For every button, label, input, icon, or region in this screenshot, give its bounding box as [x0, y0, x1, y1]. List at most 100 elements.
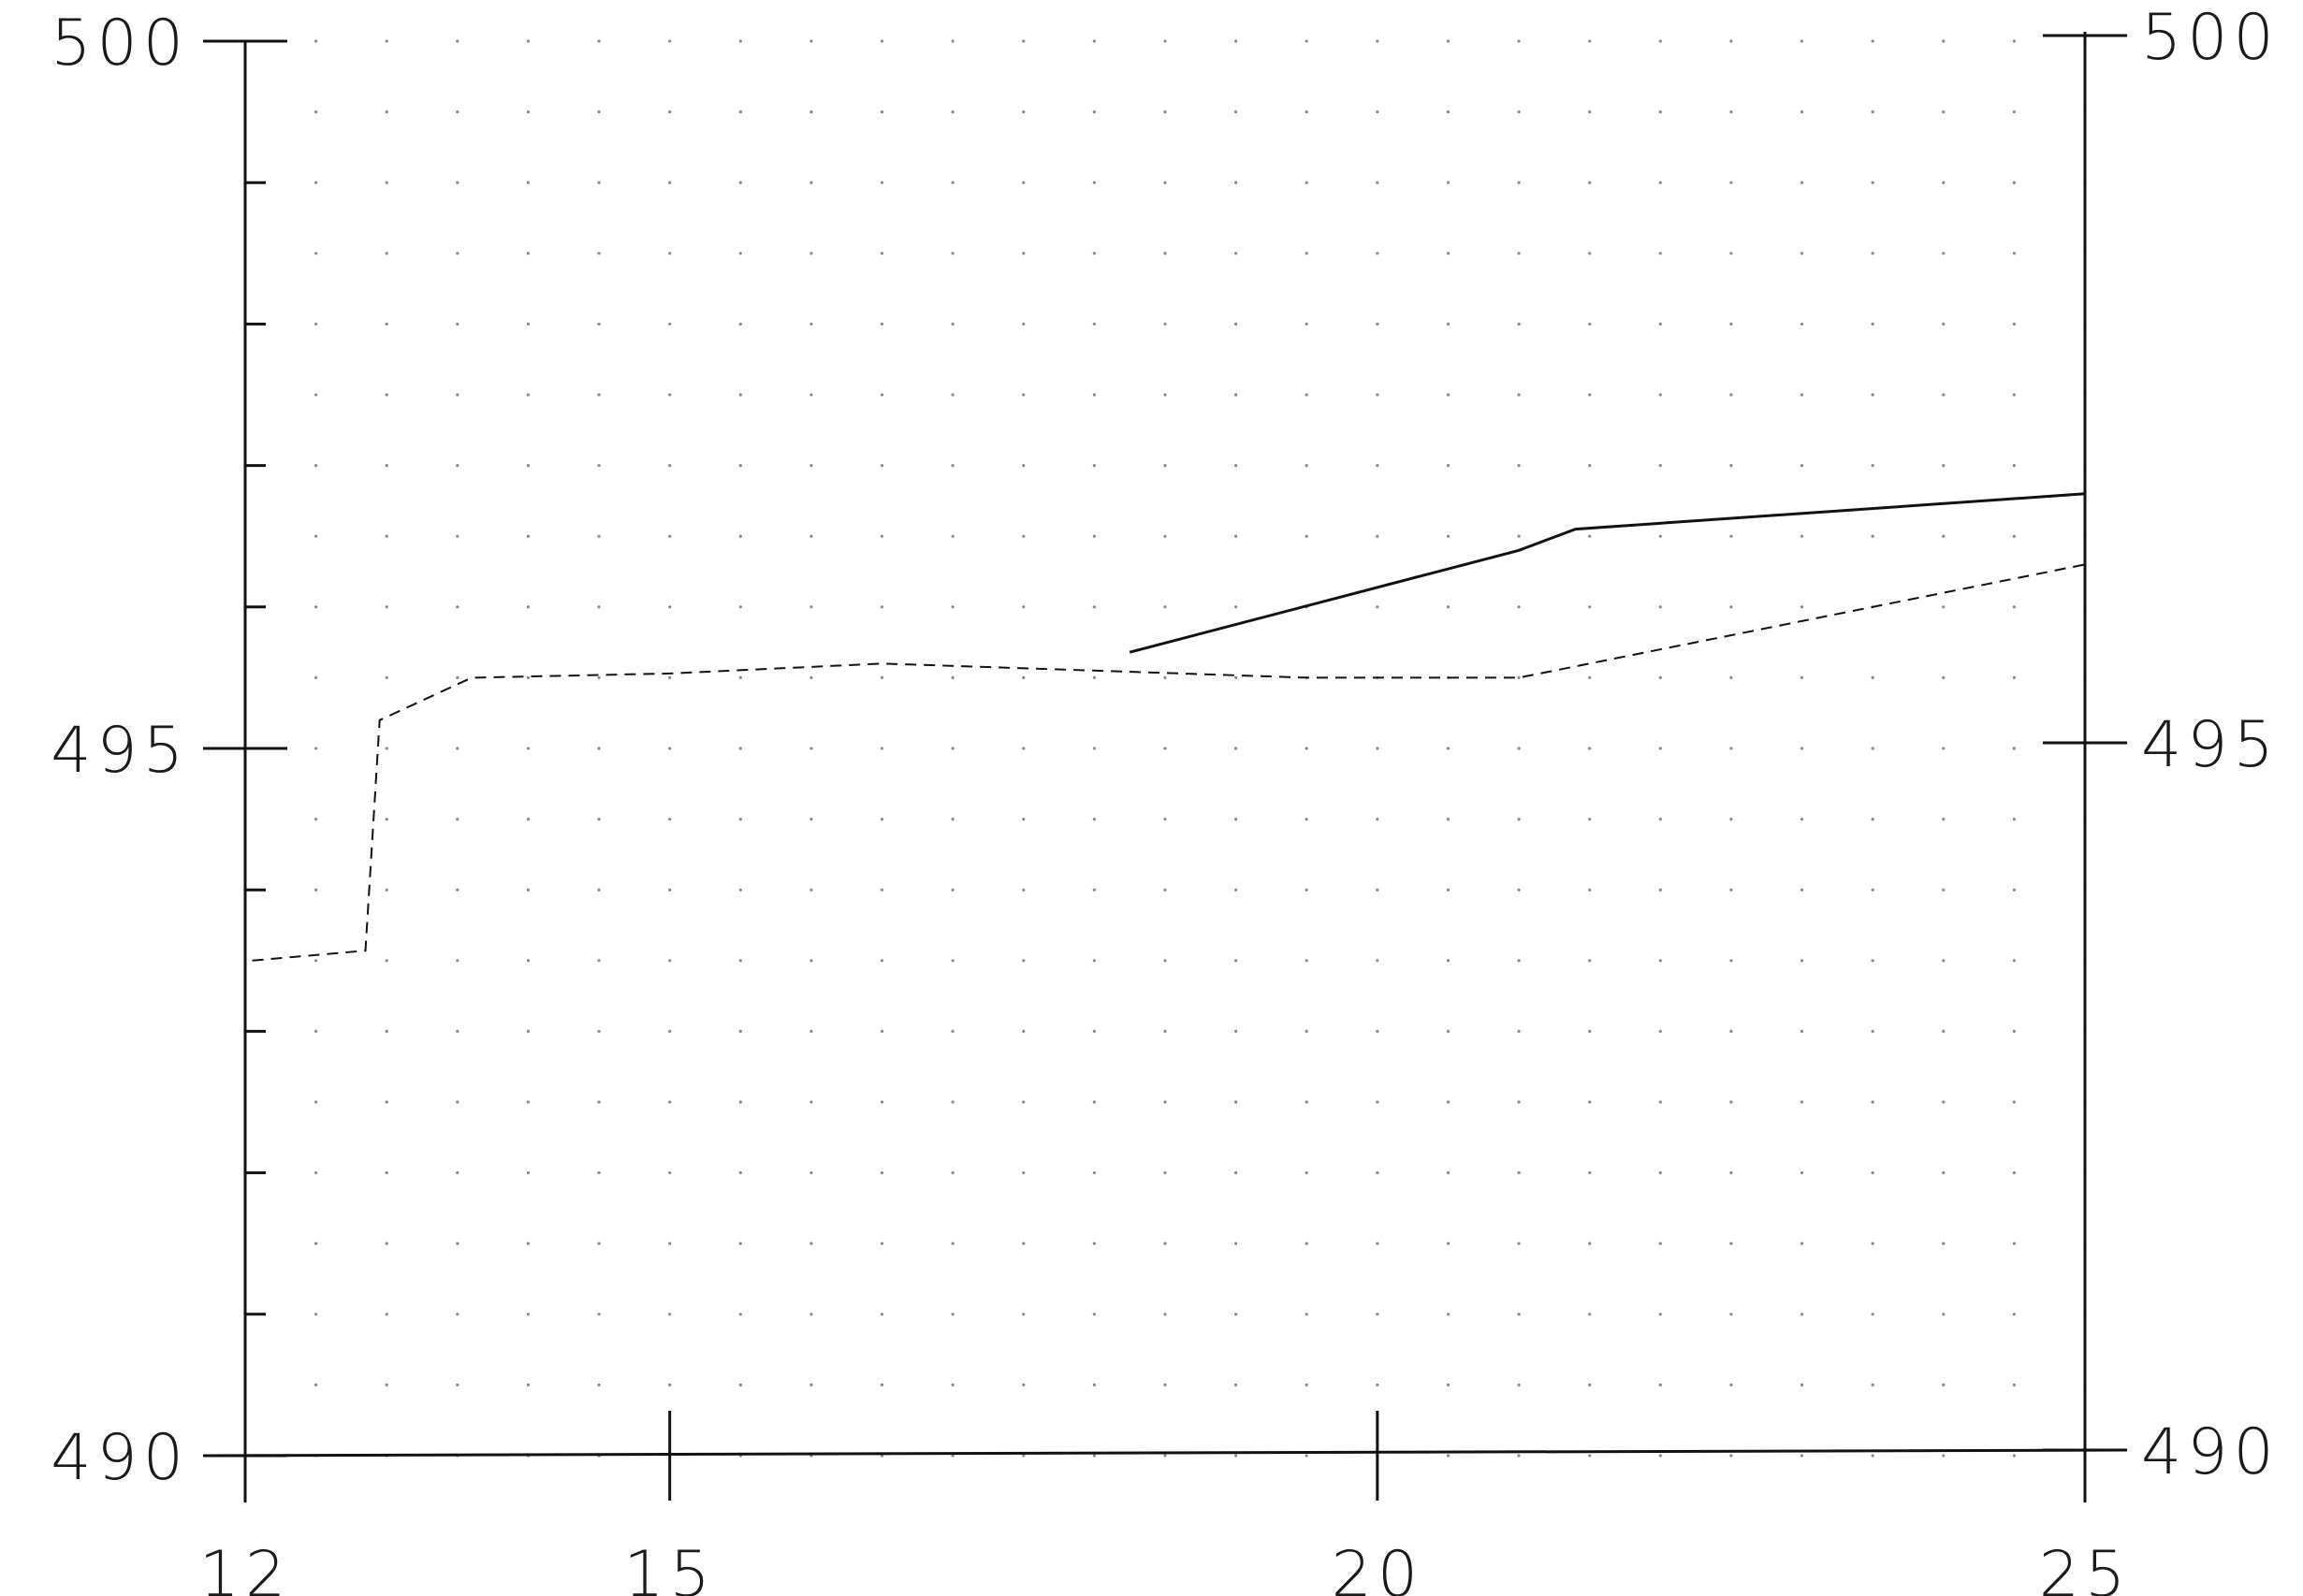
grid-dot	[1658, 605, 1662, 609]
grid-dot	[526, 181, 531, 184]
grid-dot	[597, 39, 601, 43]
grid-dot	[880, 393, 884, 397]
grid-dot	[1022, 252, 1026, 255]
grid-dot	[2012, 1171, 2016, 1175]
grid-dot	[1022, 888, 1026, 892]
dashed-series-line	[252, 563, 2086, 962]
grid-dot	[1446, 1171, 1450, 1175]
grid-dot	[1376, 110, 1379, 114]
grid-dot	[1234, 818, 1238, 821]
grid-dot	[1446, 1241, 1450, 1245]
grid-dot	[1163, 959, 1167, 963]
grid-dot	[1729, 534, 1733, 538]
grid-dot	[526, 1100, 531, 1104]
grid-dot	[1234, 181, 1238, 184]
grid-dot	[668, 534, 672, 538]
grid-dot	[1163, 1029, 1167, 1033]
grid-dot	[1658, 1100, 1662, 1104]
grid-dot	[526, 1383, 531, 1386]
grid-dot	[1022, 605, 1026, 609]
grid-dot	[597, 252, 601, 255]
grid-dot	[951, 605, 955, 609]
grid-dot	[1871, 110, 1874, 114]
grid-dot	[809, 747, 813, 750]
grid-dot	[1588, 322, 1592, 326]
grid-dot	[597, 534, 601, 538]
grid-dot	[1446, 1029, 1450, 1033]
grid-dot	[1376, 534, 1379, 538]
x-axis	[202, 1448, 2128, 1458]
grid-dot	[738, 181, 742, 184]
grid-dot	[456, 1100, 459, 1104]
grid-dot	[1022, 818, 1026, 821]
grid-dot	[385, 322, 388, 326]
grid-dot	[809, 110, 813, 114]
left-y-tick-label: 500	[51, 7, 189, 80]
grid-dot	[668, 1171, 672, 1175]
grid-dot	[1092, 39, 1096, 43]
grid-dot	[1163, 1100, 1167, 1104]
grid-dot	[1092, 1241, 1096, 1245]
grid-dot	[1305, 1454, 1308, 1458]
grid-dot	[1234, 605, 1238, 609]
grid-dot	[1729, 818, 1733, 821]
grid-dot	[1942, 675, 1946, 680]
grid-dot	[597, 1171, 601, 1175]
grid-dot	[1022, 181, 1026, 184]
grid-dot	[1729, 605, 1733, 609]
grid-dot	[1092, 1454, 1096, 1458]
grid-dot	[1517, 1241, 1521, 1245]
grid-dot	[385, 39, 388, 43]
grid-dot	[1376, 1171, 1379, 1175]
grid-dot	[314, 675, 318, 680]
grid-dot	[2012, 818, 2016, 821]
grid-dot	[1092, 322, 1096, 326]
grid-dot	[951, 181, 955, 184]
grid-dot	[1022, 1313, 1026, 1316]
grid-dot	[526, 888, 531, 892]
grid-dot	[456, 675, 459, 680]
grid-dot	[1446, 959, 1450, 963]
grid-dot	[456, 464, 459, 468]
grid-dot	[1729, 1383, 1733, 1386]
grid-dot	[1305, 747, 1308, 750]
grid-dot	[951, 322, 955, 326]
grid-dot	[1376, 1100, 1379, 1104]
grid-dot	[1092, 747, 1096, 750]
grid-dot	[1658, 675, 1662, 680]
grid-dot	[951, 534, 955, 538]
grid-dot	[1871, 1454, 1874, 1458]
grid-dot	[1658, 1313, 1662, 1316]
series	[252, 492, 2086, 962]
grid-dot	[809, 322, 813, 326]
grid-dot	[597, 818, 601, 821]
grid-dot	[1800, 675, 1804, 680]
grid-dot	[597, 675, 601, 680]
grid-dot	[385, 1313, 388, 1316]
grid-dot	[880, 1171, 884, 1175]
grid-dot	[1729, 675, 1733, 680]
grid-dot	[456, 1313, 459, 1316]
grid-dot	[597, 605, 601, 609]
grid-dot	[951, 252, 955, 255]
grid-dot	[385, 888, 388, 892]
grid-dot	[1942, 110, 1946, 114]
grid-dot	[1234, 1313, 1238, 1316]
grid-dot	[1305, 1383, 1308, 1386]
grid-dot	[1658, 464, 1662, 468]
grid-dot	[1376, 605, 1379, 609]
grid-dot	[1871, 181, 1874, 184]
grid-dot	[1942, 1313, 1946, 1316]
grid-dot	[1092, 818, 1096, 821]
grid-dot	[1446, 888, 1450, 892]
grid-dot	[1588, 747, 1592, 750]
grid-dot	[1234, 747, 1238, 750]
grid-dot	[951, 818, 955, 821]
grid-dot	[1092, 393, 1096, 397]
grid-dot	[1942, 322, 1946, 326]
grid-dot	[668, 959, 672, 963]
grid-dot	[1588, 252, 1592, 255]
grid-dot	[668, 39, 672, 43]
grid-dot	[1305, 1313, 1308, 1316]
grid-dot	[1022, 322, 1026, 326]
